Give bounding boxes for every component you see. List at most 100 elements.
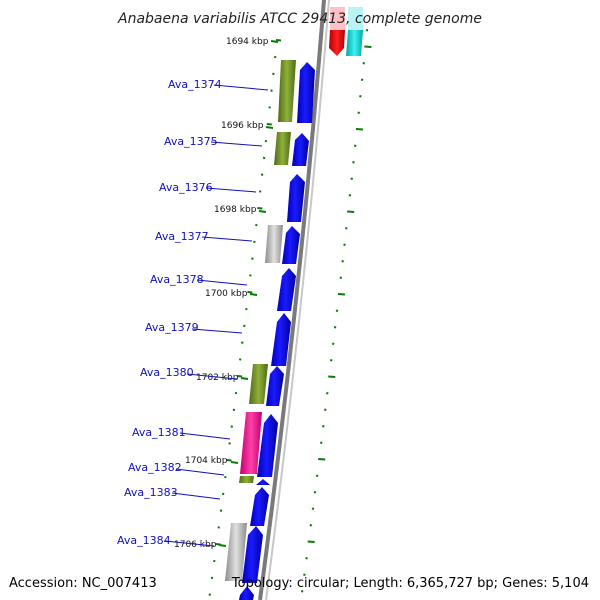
gene-pink-1381 <box>240 412 262 474</box>
gene-label-ava-1381[interactable]: Ava_1381 <box>132 426 186 439</box>
accession-text: Accession: NC_007413 <box>9 576 157 591</box>
tick-mark <box>238 358 242 361</box>
tick-mark <box>309 524 313 527</box>
gene-label-ava-1378[interactable]: Ava_1378 <box>150 273 204 286</box>
gene-olive-1380 <box>249 364 268 404</box>
gene-label-ava-1379[interactable]: Ava_1379 <box>145 321 199 334</box>
gene-label-ava-1382[interactable]: Ava_1382 <box>128 461 182 474</box>
tick-mark <box>305 557 308 560</box>
tick-mark <box>228 442 231 445</box>
tick-mark <box>270 89 273 92</box>
tick-mark <box>247 291 253 294</box>
tick-mark <box>319 441 323 444</box>
tick-mark <box>333 326 337 329</box>
tick-mark <box>226 459 232 462</box>
gene-gray-1384 <box>225 523 247 581</box>
kbp-label-1694: 1694 kbp <box>226 37 269 47</box>
tick-mark <box>331 342 335 345</box>
gene-label-ava-1375[interactable]: Ava_1375 <box>164 135 218 148</box>
gene-blue-1377 <box>282 226 300 264</box>
tick-mark <box>343 243 346 246</box>
genome-summary-text: Topology: circular; Length: 6,365,727 bp… <box>231 576 589 591</box>
gene-blue-1380 <box>266 366 284 406</box>
gene-blue-1374 <box>297 62 315 123</box>
tick-mark <box>245 307 248 311</box>
gene-label-ava-1380[interactable]: Ava_1380 <box>140 366 194 379</box>
tick-mark <box>208 593 212 596</box>
tick-mark <box>350 177 353 180</box>
tick-mark <box>339 276 343 279</box>
tick-mark <box>313 491 317 494</box>
tick-mark <box>264 139 268 143</box>
tick-mark <box>260 173 264 176</box>
kbp-label-1698: 1698 kbp <box>214 205 257 215</box>
tick-mark <box>362 62 365 65</box>
tick-mark <box>257 207 263 210</box>
tick-mark <box>217 526 220 529</box>
genome-backbone <box>258 0 330 600</box>
tick-mark <box>315 474 319 477</box>
tick-mark <box>311 507 315 510</box>
gene-label-ava-1384[interactable]: Ava_1384 <box>117 534 171 547</box>
tick-mark <box>353 144 357 147</box>
gene-olive-1375 <box>274 132 291 165</box>
tick-mark <box>326 392 329 395</box>
map-title: Anabaena variabilis ATCC 29413, complete… <box>117 11 482 27</box>
tick-mark <box>328 375 336 378</box>
tick-mark <box>275 39 282 42</box>
gene-olive-1382 <box>239 476 254 483</box>
tick-mark <box>347 210 355 213</box>
tick-mark <box>210 576 214 580</box>
tick-mark <box>300 590 304 593</box>
tick-mark <box>213 559 216 563</box>
gene-blue-bottom <box>239 586 254 600</box>
tick-mark <box>352 161 355 164</box>
tick-mark <box>348 194 352 197</box>
tick-mark <box>255 223 258 227</box>
kbp-label-1702: 1702 kbp <box>196 373 239 383</box>
tick-mark <box>224 475 227 479</box>
tick-mark <box>329 359 333 362</box>
tick-mark <box>341 260 344 263</box>
gene-label-ava-1377[interactable]: Ava_1377 <box>155 230 209 243</box>
tick-mark <box>322 425 325 428</box>
inner-tick-marks <box>208 39 282 596</box>
tick-mark <box>272 72 275 76</box>
tick-mark <box>365 29 369 32</box>
tick-mark <box>359 95 362 98</box>
tick-mark <box>234 391 238 395</box>
tick-mark <box>318 458 326 461</box>
tick-mark <box>258 190 262 193</box>
gene-blue-1383 <box>250 487 269 526</box>
kbp-label-1696: 1696 kbp <box>221 121 264 131</box>
gene-label-ava-1376[interactable]: Ava_1376 <box>159 181 213 194</box>
gene-blue-1376 <box>287 174 305 222</box>
gene-olive-1374 <box>278 60 296 122</box>
tick-mark <box>221 492 225 496</box>
kbp-markers: 1694 kbp 1696 kbp 1698 kbp 1700 kbp 1702… <box>174 37 279 550</box>
kbp-label-1706: 1706 kbp <box>174 540 217 550</box>
tick-mark <box>364 45 372 48</box>
gene-cyan-feature <box>346 7 363 56</box>
kbp-label-1704: 1704 kbp <box>185 456 228 466</box>
tick-mark <box>249 274 252 277</box>
tick-mark <box>253 240 256 244</box>
gene-blue-1379 <box>271 313 291 366</box>
tick-mark <box>273 55 277 59</box>
tick-mark <box>268 106 271 109</box>
gene-blue-1382 <box>256 479 270 485</box>
tick-mark <box>219 509 223 512</box>
gene-labels: Ava_1374 Ava_1375 Ava_1376 Ava_1377 Ava_… <box>117 78 269 547</box>
gene-blue-1378 <box>277 268 296 311</box>
gene-label-ava-1374[interactable]: Ava_1374 <box>168 78 222 91</box>
gene-blue-1381 <box>257 414 278 477</box>
outer-tick-marks <box>300 29 372 593</box>
gene-red-feature <box>329 7 345 56</box>
gene-label-ava-1383[interactable]: Ava_1383 <box>124 486 178 499</box>
tick-mark <box>262 156 266 160</box>
gene-features <box>225 7 363 600</box>
tick-mark <box>303 573 306 576</box>
tick-mark <box>251 257 254 260</box>
gene-gray-1377 <box>265 225 283 263</box>
